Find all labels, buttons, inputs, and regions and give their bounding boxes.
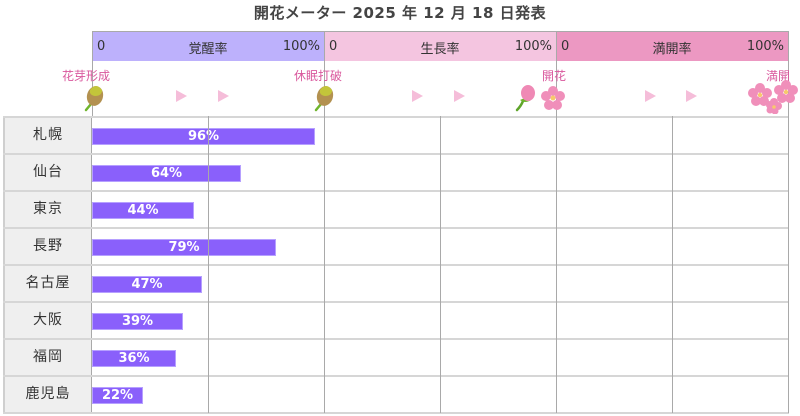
flower-bud-icon — [314, 86, 334, 112]
milestone-full-bloom: 満開 — [766, 69, 791, 83]
progress-bar: 22% — [92, 387, 143, 404]
stage-max-label: 100% — [282, 39, 320, 54]
milestone-bud-formation: 花芽形成 — [62, 69, 111, 83]
stage-name: 生長率 — [420, 42, 460, 57]
chart-title: 開花メーター 2025 年 12 月 18 日発表 — [253, 4, 547, 22]
table-row: 福岡 36% — [3, 340, 789, 377]
city-label: 名古屋 — [3, 266, 92, 301]
gridline — [440, 116, 441, 413]
gridline — [788, 116, 789, 413]
progress-arrow-icon — [218, 90, 229, 102]
pink-bud-icon — [515, 85, 535, 112]
city-label: 札幌 — [3, 118, 92, 153]
stage-header-full-bloom: 0 満開率 100% — [556, 31, 788, 61]
gridline — [672, 116, 673, 413]
stage-divider — [556, 31, 557, 116]
cherry-blossoms-cluster-icon — [748, 80, 798, 114]
stage-divider — [324, 31, 325, 116]
city-label: 仙台 — [3, 155, 92, 190]
progress-bar: 96% — [92, 128, 315, 145]
gridline — [556, 116, 557, 413]
city-label: 東京 — [3, 192, 92, 227]
progress-bar: 44% — [92, 202, 194, 219]
progress-bar: 79% — [92, 239, 276, 256]
table-row: 名古屋 47% — [3, 266, 789, 303]
city-label: 鹿児島 — [3, 377, 92, 412]
progress-arrow-icon — [454, 90, 465, 102]
flower-bud-icon — [84, 86, 104, 112]
gridline — [208, 116, 209, 413]
stage-max-label: 100% — [514, 39, 552, 54]
gridline — [324, 116, 325, 413]
table-row: 長野 79% — [3, 229, 789, 266]
progress-bar: 47% — [92, 276, 202, 293]
table-row: 鹿児島 22% — [3, 377, 789, 414]
table-row: 東京 44% — [3, 192, 789, 229]
stage-header-awakening: 0 覚醒率 100% — [92, 31, 324, 61]
stage-name: 満開率 — [652, 42, 692, 57]
stage-divider — [92, 31, 93, 116]
progress-arrow-icon — [686, 90, 697, 102]
progress-bar: 39% — [92, 313, 183, 330]
cherry-blossom-icon — [541, 86, 565, 110]
stage-max-label: 100% — [746, 39, 784, 54]
milestone-flowering: 開花 — [542, 69, 567, 83]
progress-arrow-icon — [412, 90, 423, 102]
table-row: 大阪 39% — [3, 303, 789, 340]
progress-arrow-icon — [176, 90, 187, 102]
milestone-dormancy-break: 休眠打破 — [294, 69, 343, 83]
table-row: 札幌 96% — [3, 118, 789, 155]
bloom-meter-table: 札幌 96% 仙台 64% 東京 44% 長野 79% 名古屋 47% 大阪 3… — [3, 116, 789, 414]
stage-min-label: 0 — [329, 39, 338, 54]
progress-bar: 36% — [92, 350, 176, 367]
table-row: 仙台 64% — [3, 155, 789, 192]
stage-name: 覚醒率 — [188, 42, 228, 57]
stage-min-label: 0 — [561, 39, 570, 54]
progress-bar: 64% — [92, 165, 241, 182]
progress-arrow-icon — [645, 90, 656, 102]
stage-min-label: 0 — [97, 39, 106, 54]
stage-header-growth: 0 生長率 100% — [324, 31, 556, 61]
stage-divider — [788, 31, 789, 116]
city-label: 福岡 — [3, 340, 92, 375]
city-label: 長野 — [3, 229, 92, 264]
city-label: 大阪 — [3, 303, 92, 338]
